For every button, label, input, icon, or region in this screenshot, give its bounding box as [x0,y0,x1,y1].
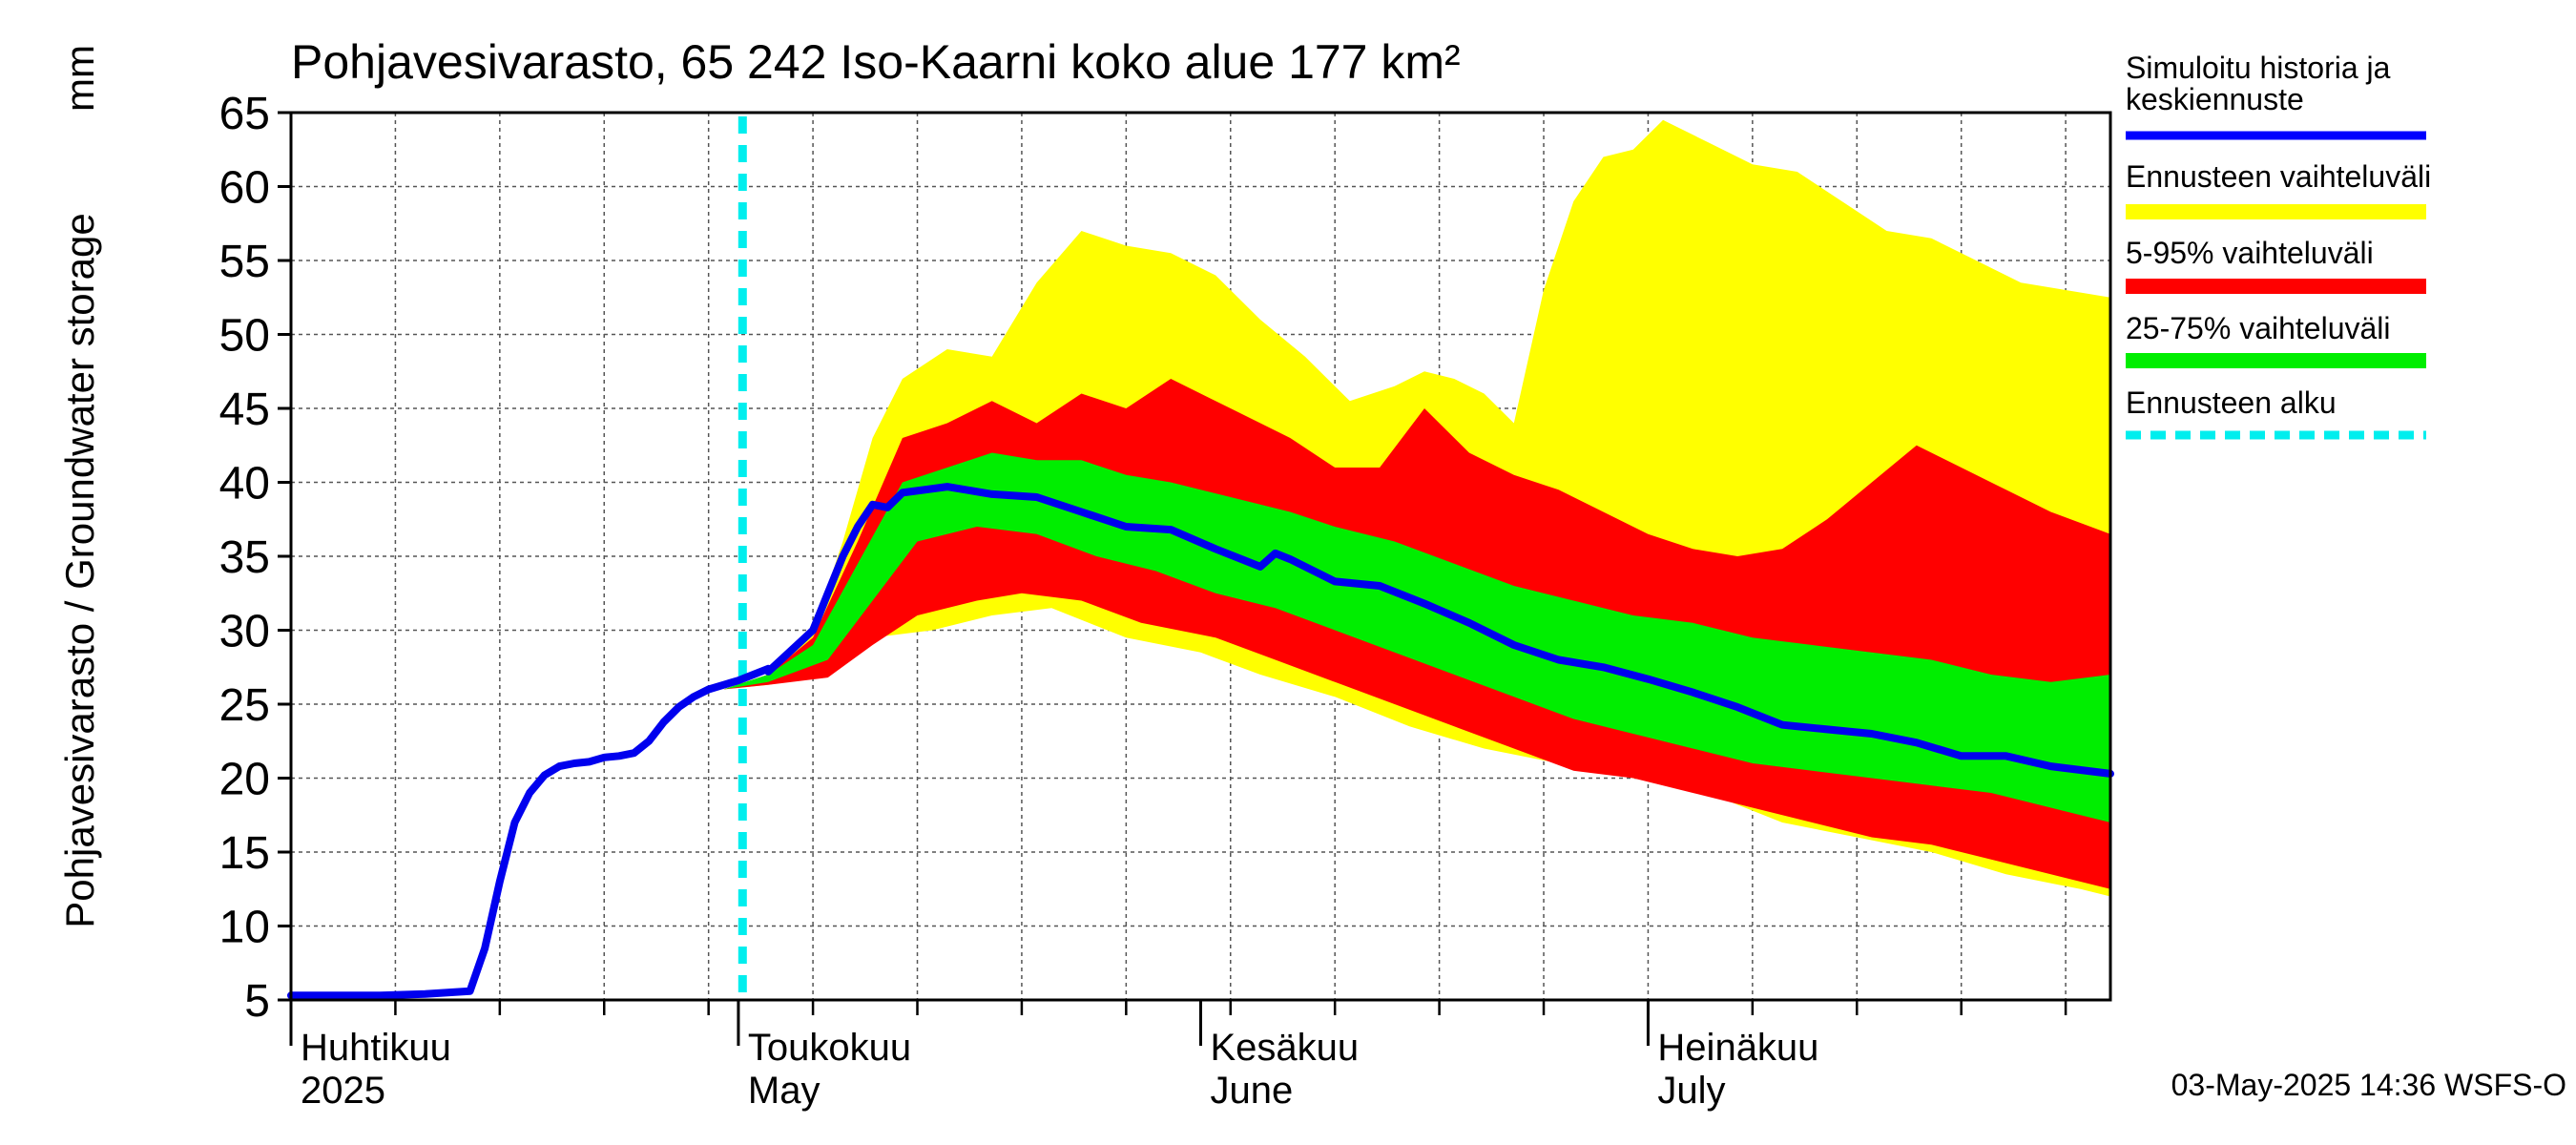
month-label-fi-0: Huhtikuu [301,1027,451,1069]
legend-label-p25_75-0: 25-75% vaihteluväli [2126,311,2391,345]
y-tick-label-35: 35 [219,532,270,583]
median-forecast-line [764,483,2114,778]
legend-label-start-0: Ennusteen alku [2126,385,2337,420]
y-tick-label-25: 25 [219,680,270,731]
y-tick-label-20: 20 [219,755,270,805]
month-label-en-0: 2025 [301,1070,385,1112]
y-tick-label-30: 30 [219,607,270,657]
timestamp-footer: 03-May-2025 14:36 WSFS-O [2171,1068,2566,1102]
month-label-fi-1: Toukokuu [748,1027,911,1069]
y-tick-label-15: 15 [219,828,270,879]
legend-label-range-0: Ennusteen vaihteluväli [2126,159,2431,194]
y-tick-label-65: 65 [219,89,270,139]
legend-swatch-range [2126,204,2426,219]
y-tick-label-45: 45 [219,385,270,435]
legend-label-sim-1: keskiennuste [2126,82,2304,116]
y-axis-unit: mm [57,45,102,112]
simulated-history-line [287,664,773,1000]
month-label-fi-3: Heinäkuu [1657,1027,1818,1069]
band-25-75-percent [723,452,2110,822]
y-tick-label-55: 55 [219,237,270,287]
y-axis-ticks: 5 10 15 20 25 30 35 40 45 50 55 60 65 [219,89,291,1027]
y-axis-label: Pohjavesivarasto / Groundwater storage [57,213,102,927]
month-label-en-3: July [1657,1070,1725,1112]
y-tick-label-10: 10 [219,903,270,953]
month-label-en-1: May [748,1070,821,1112]
legend-label-sim-0: Simuloitu historia ja [2126,51,2391,85]
month-label-en-2: June [1211,1070,1294,1112]
legend-swatch-p25_75 [2126,353,2426,368]
legend-label-p5_95-0: 5-95% vaihteluväli [2126,236,2374,270]
chart-title: Pohjavesivarasto, 65 242 Iso-Kaarni koko… [291,35,1461,89]
y-tick-label-50: 50 [219,311,270,362]
month-label-fi-2: Kesäkuu [1211,1027,1360,1069]
y-tick-label-5: 5 [244,976,270,1027]
y-tick-label-40: 40 [219,459,270,510]
legend-swatch-p5_95 [2126,279,2426,294]
y-tick-label-60: 60 [219,163,270,214]
